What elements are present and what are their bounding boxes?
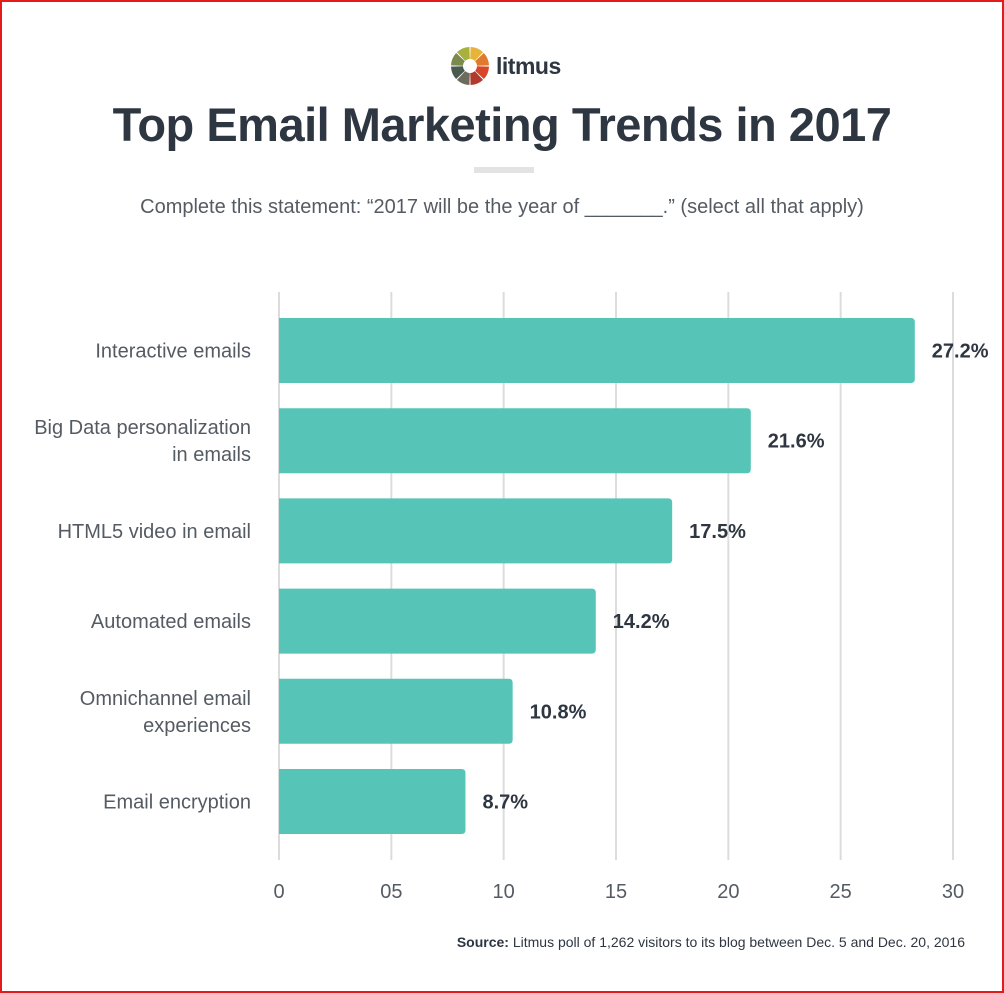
category-label-line: Omnichannel email xyxy=(80,688,251,710)
category-label-line: experiences xyxy=(143,715,251,737)
category-label-line: Interactive emails xyxy=(95,341,251,363)
source-text: Litmus poll of 1,262 visitors to its blo… xyxy=(508,934,965,950)
bar xyxy=(279,318,915,383)
category-label: HTML5 video in email xyxy=(58,521,251,543)
data-label: 8.7% xyxy=(482,792,528,814)
x-tick-label: 15 xyxy=(605,881,627,903)
category-label-line: in emails xyxy=(172,444,251,466)
logo-segment xyxy=(451,52,465,66)
category-label-line: Email encryption xyxy=(103,792,251,814)
data-label: 21.6% xyxy=(768,431,825,453)
brand-name: litmus xyxy=(496,53,561,79)
x-tick-label: 20 xyxy=(717,881,739,903)
category-label: Email encryption xyxy=(103,792,251,814)
data-label: 27.2% xyxy=(932,341,989,363)
x-tick-label: 0 xyxy=(273,881,284,903)
logo-segment xyxy=(470,71,484,85)
brand-logo: litmus xyxy=(450,46,561,86)
chart-subtitle: Complete this statement: “2017 will be t… xyxy=(140,196,864,218)
logo-segment xyxy=(470,47,484,61)
data-label: 17.5% xyxy=(689,521,746,543)
category-label: Big Data personalization in emails xyxy=(34,417,251,466)
logo-segment xyxy=(451,66,465,80)
bar xyxy=(279,588,596,654)
logo-segment xyxy=(475,66,489,80)
bar xyxy=(279,678,513,744)
page-title: Top Email Marketing Trends in 2017 xyxy=(112,98,892,151)
category-label-line: Big Data personalization xyxy=(34,417,251,439)
x-tick-label: 10 xyxy=(493,881,515,903)
logo-segment xyxy=(475,52,489,66)
category-label: Omnichannel email experiences xyxy=(80,688,251,737)
logo-segment xyxy=(456,71,470,85)
bar xyxy=(279,498,673,564)
data-label: 10.8% xyxy=(530,701,587,723)
bar xyxy=(279,769,466,834)
x-tick-label: 05 xyxy=(380,881,402,903)
category-label: Automated emails xyxy=(91,611,251,633)
litmus-logo-icon xyxy=(451,47,489,85)
category-label: Interactive emails xyxy=(95,341,251,363)
category-label-line: Automated emails xyxy=(91,611,251,633)
x-tick-label: 30 xyxy=(942,881,964,903)
data-label: 14.2% xyxy=(613,611,670,633)
source-note: Source: Litmus poll of 1,262 visitors to… xyxy=(457,934,965,950)
logo-segment xyxy=(456,47,470,61)
title-divider xyxy=(474,167,534,173)
bar xyxy=(279,408,751,474)
category-label-line: HTML5 video in email xyxy=(58,521,251,543)
x-tick-label: 25 xyxy=(830,881,852,903)
source-label: Source: xyxy=(456,934,509,950)
bar-chart: 0 05 10 15 20 25 30 27.2% Interactive emails 21.6… xyxy=(34,292,989,903)
